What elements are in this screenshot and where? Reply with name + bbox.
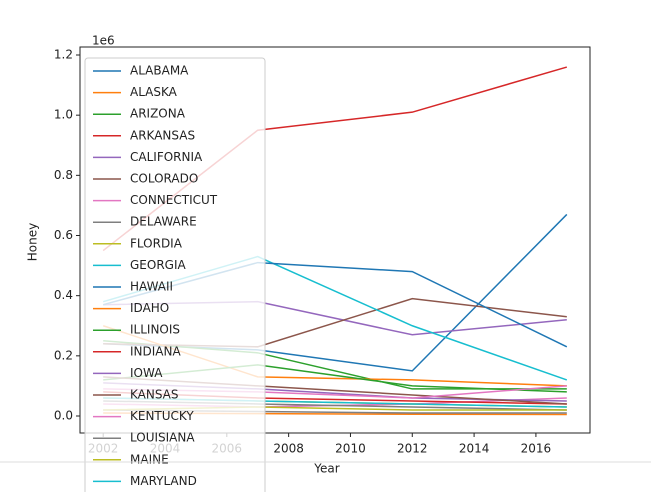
legend-label: ILLINOIS [130,323,180,337]
y-tick-label: 0.8 [54,168,73,182]
legend-label: FLORDIA [130,236,183,250]
axis-offset: 1e6 [92,34,115,48]
legend-label: ALASKA [130,85,178,99]
legend-label: KENTUCKY [130,409,194,423]
x-tick-label: 2012 [397,442,428,456]
legend-label: KANSAS [130,388,179,402]
legend-box [84,57,266,492]
legend-label: IOWA [130,366,163,380]
legend-label: GEORGIA [130,258,187,272]
legend-label: MARYLAND [130,474,197,488]
x-tick-label: 2008 [273,442,304,456]
legend-label: ARIZONA [130,107,186,121]
y-axis-label: Honey [26,223,40,261]
legend-label: LOUISIANA [130,431,195,445]
x-tick-label: 2010 [335,442,366,456]
y-tick-label: 0.4 [54,288,73,302]
plot-frame [79,46,591,434]
y-tick-label: 0.6 [54,228,73,242]
x-tick-label: 2016 [521,442,552,456]
x-axis-label: Year [313,462,339,476]
legend-label: ALABAMA [130,64,189,78]
x-tick-label: 2014 [459,442,490,456]
y-tick-label: 1.2 [54,48,73,62]
legend-label: MAINE [130,452,169,466]
legend-label: HAWAII [130,280,173,294]
legend-label: ARKANSAS [130,128,195,142]
y-tick-label: 0.0 [54,409,73,423]
legend-label: COLORADO [130,172,198,186]
legend-label: CONNECTICUT [130,193,218,207]
legend-label: CALIFORNIA [130,150,203,164]
legend-label: DELAWARE [130,215,197,229]
y-tick-label: 0.2 [54,348,73,362]
y-tick-label: 1.0 [54,108,73,122]
legend-label: IDAHO [130,301,169,315]
legend-label: INDIANA [130,344,181,358]
